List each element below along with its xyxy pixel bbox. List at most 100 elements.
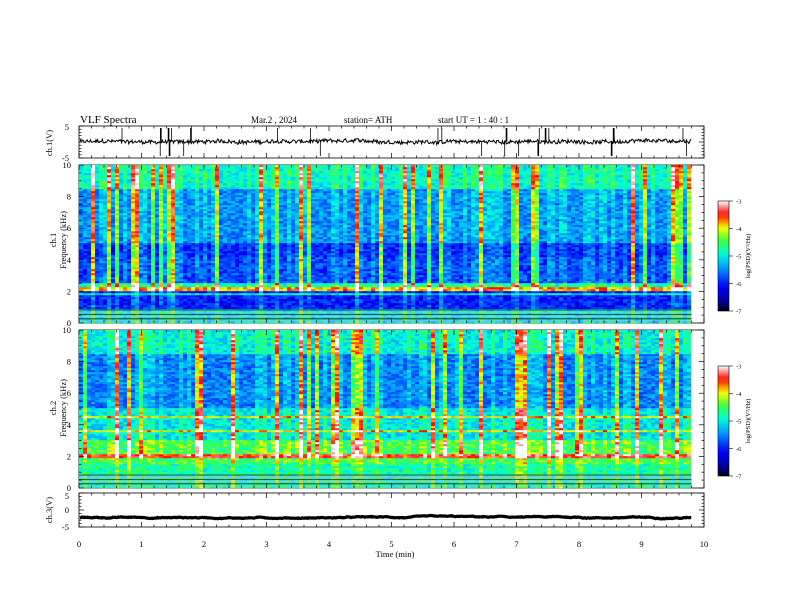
spectrogram-cell	[139, 171, 144, 174]
spectrogram-cell	[123, 271, 128, 274]
spectrogram-cell	[207, 255, 212, 258]
spectrogram-cell	[83, 281, 88, 284]
spectrogram-cell	[111, 319, 116, 322]
spectrogram-cell	[279, 217, 284, 220]
spectrogram-cell	[95, 193, 100, 196]
spectrogram-cell	[239, 177, 244, 180]
spectrogram-cell	[87, 211, 92, 214]
spectrogram-cell	[107, 169, 112, 172]
spectrogram-cell	[227, 215, 232, 218]
spectrogram-cell	[287, 253, 292, 256]
spectrogram-cell	[151, 273, 156, 276]
spectrogram-cell	[207, 301, 212, 304]
spectrogram-cell	[311, 209, 316, 212]
spectrogram-cell	[107, 247, 112, 250]
spectrogram-cell	[79, 215, 84, 218]
spectrogram-cell	[231, 233, 236, 236]
spectrogram-cell	[191, 297, 196, 300]
spectrogram-cell	[291, 261, 296, 264]
spectrogram-cell	[83, 275, 88, 278]
spectrogram-cell	[319, 247, 324, 250]
spectrogram-cell	[87, 191, 92, 194]
spectrogram-cell	[191, 209, 196, 212]
spectrogram-cell	[163, 239, 168, 242]
spectrogram-cell	[199, 283, 204, 286]
spectrogram-cell	[163, 303, 168, 306]
spectrogram-cell	[303, 203, 308, 206]
spectrogram-cell	[127, 261, 132, 264]
spectrogram-cell	[83, 193, 88, 196]
spectrogram-cell	[223, 225, 228, 228]
spectrogram-cell	[167, 169, 172, 172]
spectrogram-cell	[95, 169, 100, 172]
spectrogram-cell	[95, 189, 100, 192]
spectrogram-cell	[307, 273, 312, 276]
spectrogram-cell	[115, 209, 120, 212]
spectrogram-cell	[231, 253, 236, 256]
spectrogram-cell	[195, 229, 200, 232]
spectrogram-cell	[227, 319, 232, 322]
spectrogram-cell	[111, 227, 116, 230]
spectrogram-cell	[219, 229, 224, 232]
spectrogram-cell	[283, 205, 288, 208]
spectrogram-cell	[115, 319, 120, 322]
spectrogram-cell	[107, 211, 112, 214]
spectrogram-cell	[103, 221, 108, 224]
spectrogram-cell	[223, 273, 228, 276]
spectrogram-cell	[259, 201, 264, 204]
spectrogram-cell	[99, 277, 104, 280]
spectrogram-cell	[79, 189, 84, 192]
spectrogram-cell	[283, 243, 288, 246]
spectrogram-cell	[279, 225, 284, 228]
spectrogram-cell	[135, 229, 140, 232]
spectrogram-cell	[271, 239, 276, 242]
spectrogram-cell	[135, 201, 140, 204]
spectrogram-cell	[223, 253, 228, 256]
spectrogram-cell	[187, 321, 192, 324]
spectrogram-cell	[211, 271, 216, 274]
spectrogram-cell	[119, 213, 124, 216]
spectrogram-cell	[267, 269, 272, 272]
spectrogram-cell	[79, 175, 84, 178]
spectrogram-cell	[243, 165, 248, 168]
spectrogram-cell	[171, 179, 176, 182]
spectrogram-cell	[207, 209, 212, 212]
spectrogram-cell	[191, 185, 196, 188]
spectrogram-cell	[291, 189, 296, 192]
spectrogram-cell	[203, 247, 208, 250]
spectrogram-cell	[191, 287, 196, 290]
spectrogram-cell	[111, 299, 116, 302]
spectrogram-cell	[151, 181, 156, 184]
spectrogram-cell	[283, 249, 288, 252]
spectrogram-cell	[115, 263, 120, 266]
spectrogram-cell	[271, 165, 276, 168]
spectrogram-cell	[123, 261, 128, 264]
spectrogram-cell	[143, 289, 148, 292]
spectrogram-cell	[187, 265, 192, 268]
spectrogram-cell	[199, 187, 204, 190]
spectrogram-cell	[151, 223, 156, 226]
spectrogram-cell	[143, 183, 148, 186]
spectrogram-cell	[231, 231, 236, 234]
spectrogram-cell	[119, 175, 124, 178]
spectrogram-cell	[139, 227, 144, 230]
spectrogram-cell	[207, 295, 212, 298]
spectrogram-cell	[259, 215, 264, 218]
spectrogram-cell	[255, 241, 260, 244]
spectrogram-cell	[107, 239, 112, 242]
spectrogram-cell	[99, 281, 104, 284]
spectrogram-cell	[315, 199, 320, 202]
spectrogram-cell	[95, 277, 100, 280]
spectrogram-cell	[211, 267, 216, 270]
spectrogram-cell	[79, 269, 84, 272]
spectrogram-cell	[199, 317, 204, 320]
spectrogram-cell	[287, 239, 292, 242]
spectrogram-cell	[159, 249, 164, 252]
spectrogram-cell	[111, 231, 116, 234]
spectrogram-cell	[115, 261, 120, 264]
spectrogram-cell	[227, 305, 232, 308]
spectrogram-cell	[87, 259, 92, 262]
spectrogram-cell	[223, 187, 228, 190]
spectrogram-cell	[207, 191, 212, 194]
